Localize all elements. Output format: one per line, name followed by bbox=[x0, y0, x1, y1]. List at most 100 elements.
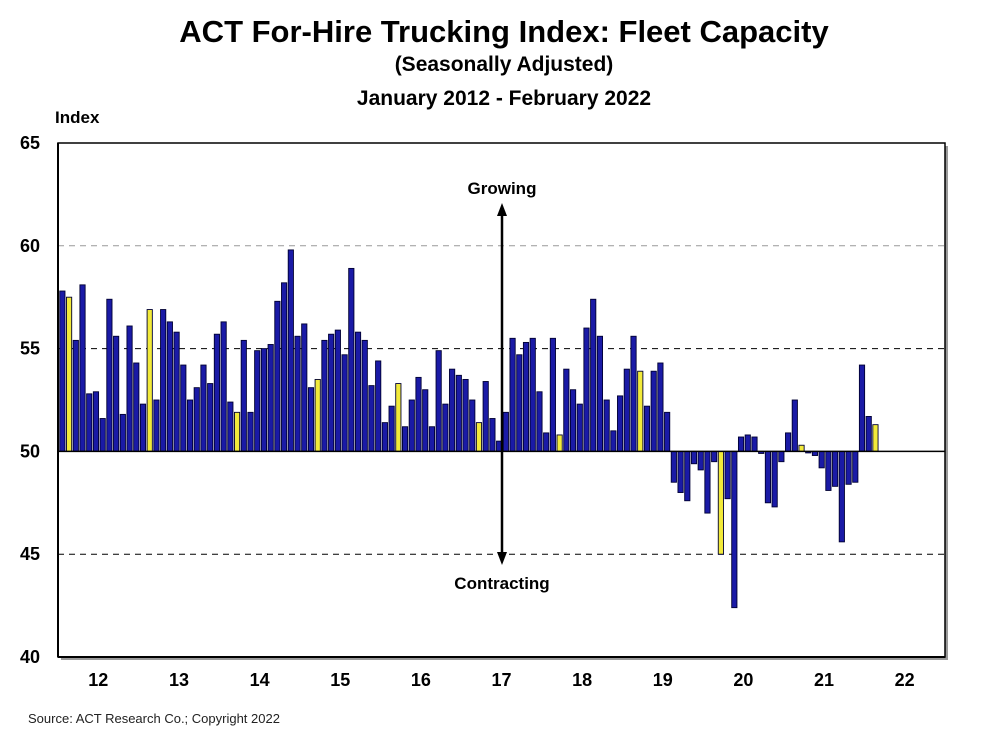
bar bbox=[449, 368, 456, 452]
bar bbox=[267, 344, 274, 452]
chart-title: ACT For-Hire Trucking Index: Fleet Capac… bbox=[179, 14, 829, 49]
bar bbox=[643, 405, 651, 452]
bar bbox=[106, 298, 113, 452]
bar-highlight bbox=[798, 444, 805, 452]
bar bbox=[583, 327, 590, 452]
bar bbox=[334, 329, 341, 452]
bar bbox=[536, 391, 543, 452]
bar bbox=[778, 450, 785, 463]
bar-highlight bbox=[234, 411, 241, 452]
bar bbox=[690, 450, 698, 465]
bar bbox=[381, 422, 388, 452]
bar bbox=[711, 450, 718, 463]
bar bbox=[79, 284, 86, 452]
y-tick-labels: 40 45 50 55 60 65 bbox=[20, 133, 40, 667]
bar bbox=[254, 350, 261, 452]
bar bbox=[328, 333, 335, 452]
bar bbox=[664, 411, 671, 452]
bar bbox=[818, 450, 825, 469]
bar bbox=[428, 426, 436, 452]
y-tick-label: 40 bbox=[20, 647, 40, 667]
bar bbox=[361, 339, 368, 452]
bar-highlight bbox=[146, 309, 153, 452]
bar bbox=[610, 430, 617, 452]
bar bbox=[247, 411, 254, 452]
bar bbox=[462, 378, 469, 452]
bar-highlight bbox=[637, 370, 644, 452]
bar-highlight bbox=[395, 383, 402, 452]
bar bbox=[771, 450, 778, 508]
bar bbox=[72, 339, 79, 452]
arrow-up-icon bbox=[497, 203, 507, 216]
bar bbox=[321, 339, 328, 452]
bar bbox=[186, 399, 194, 452]
bar bbox=[274, 300, 281, 452]
bar bbox=[543, 432, 550, 452]
x-tick-label: 22 bbox=[895, 670, 915, 690]
bar bbox=[368, 385, 375, 452]
bar bbox=[576, 403, 583, 452]
x-tick-label: 13 bbox=[169, 670, 189, 690]
bar bbox=[650, 370, 657, 452]
bar bbox=[213, 333, 220, 452]
bar bbox=[489, 418, 496, 452]
bar bbox=[482, 381, 489, 452]
bar bbox=[704, 450, 711, 514]
bar bbox=[153, 399, 160, 452]
growing-label: Growing bbox=[468, 179, 537, 198]
bar bbox=[684, 450, 691, 502]
bar bbox=[227, 401, 234, 452]
bar bbox=[603, 399, 610, 452]
bar bbox=[281, 282, 288, 452]
x-tick-label: 17 bbox=[491, 670, 511, 690]
bar bbox=[737, 436, 745, 452]
bar bbox=[845, 450, 852, 485]
bar bbox=[260, 348, 268, 452]
bar bbox=[139, 403, 147, 452]
bar bbox=[590, 298, 597, 452]
bar bbox=[354, 331, 362, 452]
bar bbox=[502, 411, 509, 452]
bar bbox=[180, 364, 187, 452]
bar bbox=[207, 383, 214, 452]
x-tick-label: 21 bbox=[814, 670, 834, 690]
bar bbox=[516, 354, 523, 452]
x-tick-label: 19 bbox=[653, 670, 673, 690]
bars bbox=[59, 249, 879, 609]
y-tick-label: 60 bbox=[20, 236, 40, 256]
source-note: Source: ACT Research Co.; Copyright 2022 bbox=[28, 711, 280, 726]
bar bbox=[865, 415, 872, 452]
contracting-label: Contracting bbox=[454, 574, 549, 593]
bar bbox=[623, 368, 630, 452]
bar bbox=[657, 362, 664, 452]
bar bbox=[825, 450, 832, 491]
bar bbox=[220, 321, 227, 452]
bar bbox=[119, 413, 126, 452]
bar bbox=[160, 309, 167, 452]
x-tick-label: 15 bbox=[330, 670, 350, 690]
chart-period: January 2012 - February 2022 bbox=[356, 87, 652, 110]
bar bbox=[596, 335, 604, 452]
bar bbox=[240, 339, 247, 452]
bar bbox=[630, 335, 637, 452]
bar bbox=[307, 387, 315, 452]
bar bbox=[200, 364, 207, 452]
bar bbox=[509, 337, 516, 452]
bar bbox=[751, 436, 758, 452]
bar bbox=[724, 450, 731, 500]
bar bbox=[442, 403, 449, 452]
x-tick-label: 20 bbox=[733, 670, 753, 690]
bar bbox=[785, 432, 792, 452]
bar bbox=[193, 387, 200, 452]
y-tick-label: 45 bbox=[20, 544, 40, 564]
bar bbox=[569, 389, 577, 452]
y-axis-label: Index bbox=[55, 108, 100, 127]
bar bbox=[173, 331, 180, 452]
bar-highlight bbox=[475, 422, 483, 452]
bar bbox=[99, 418, 106, 452]
x-tick-labels: 12 13 14 15 16 17 18 19 20 21 22 bbox=[88, 670, 914, 690]
y-tick-label: 55 bbox=[20, 339, 40, 359]
bar-highlight bbox=[872, 424, 879, 452]
bar bbox=[415, 376, 422, 452]
